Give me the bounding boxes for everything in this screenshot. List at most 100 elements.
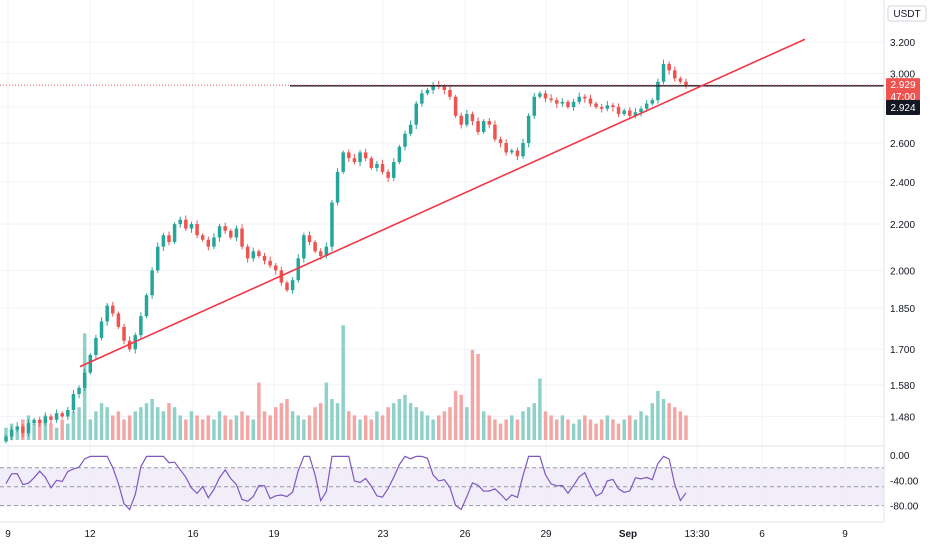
- candle-body: [313, 242, 317, 252]
- last-price-badge: [886, 78, 920, 105]
- candle-body: [543, 93, 548, 99]
- volume-bar: [66, 423, 70, 440]
- candle-body: [549, 98, 553, 101]
- candle-body: [459, 115, 463, 125]
- volume-bar: [588, 419, 593, 440]
- candle-body: [290, 280, 295, 291]
- volume-bar: [178, 415, 182, 440]
- volume-bar: [375, 411, 379, 440]
- countdown-value: 47:00: [890, 92, 915, 103]
- volume-bar: [313, 407, 317, 440]
- candle-body: [54, 413, 59, 420]
- candle-body: [515, 150, 520, 157]
- volume-bar: [150, 399, 154, 440]
- candle-body: [200, 235, 205, 240]
- candle-body: [442, 86, 447, 91]
- candle-body: [667, 63, 671, 71]
- candle-body: [285, 282, 289, 291]
- volume-bar: [442, 411, 447, 440]
- rsi-tick-label: -80.00: [890, 502, 919, 513]
- volume-bar: [481, 411, 486, 440]
- volume-bar: [234, 415, 239, 440]
- candle-body: [397, 146, 402, 163]
- candle-body: [178, 219, 182, 225]
- volume-bar: [408, 403, 413, 440]
- volume-bar: [262, 411, 267, 440]
- volume-bar: [453, 390, 458, 440]
- candle-body: [510, 150, 514, 153]
- candle-body: [105, 305, 109, 322]
- volume-bar: [43, 415, 48, 440]
- volume-bar: [498, 423, 503, 440]
- candle-body: [639, 108, 643, 113]
- time-tick-label: 9: [5, 529, 11, 540]
- candle-body: [465, 114, 469, 125]
- candle-body: [195, 224, 199, 236]
- volume-bar: [622, 419, 626, 440]
- crosshair-price-value: 2.924: [890, 103, 915, 114]
- volume-bar: [560, 415, 565, 440]
- candle-body: [678, 78, 683, 82]
- candle-body: [504, 143, 508, 153]
- candle-body: [566, 101, 570, 108]
- candle-body: [206, 239, 211, 247]
- volume-bar: [133, 411, 137, 440]
- volume-bar: [543, 411, 548, 440]
- volume-bar: [521, 411, 525, 440]
- candle-body: [94, 337, 98, 355]
- candle-body: [139, 316, 143, 336]
- volume-bar: [49, 423, 53, 440]
- volume-bar: [296, 415, 300, 440]
- volume-bar: [251, 419, 256, 440]
- volume-bar: [268, 415, 272, 440]
- volume-bar: [436, 415, 441, 440]
- volume-bar: [644, 415, 649, 440]
- candle-body: [274, 265, 278, 271]
- rsi-tick-label: -40.00: [890, 476, 919, 487]
- candle-body: [21, 426, 25, 434]
- rsi-line: [5, 455, 687, 511]
- candle-body: [684, 81, 688, 86]
- volume-bar: [195, 415, 199, 440]
- volume-bar: [105, 407, 109, 440]
- volume-bar: [116, 411, 121, 440]
- volume-bar: [60, 419, 64, 440]
- candle-body: [245, 246, 250, 259]
- candle-body: [234, 228, 239, 238]
- candle-body: [4, 436, 8, 442]
- time-tick-label: 16: [187, 529, 199, 540]
- candle-body: [352, 158, 357, 163]
- grid: [0, 0, 884, 512]
- candle-body: [335, 171, 340, 203]
- candle-body: [448, 90, 452, 97]
- candle-body: [622, 110, 626, 115]
- volume-bar: [122, 419, 126, 440]
- candle-body: [150, 270, 154, 296]
- volume-bar: [616, 423, 621, 440]
- volume-bar: [223, 415, 227, 440]
- candle-body: [240, 228, 244, 247]
- volume-bar: [217, 411, 222, 440]
- candle-body: [414, 103, 418, 125]
- candle-body: [223, 226, 227, 231]
- volume-bar: [167, 403, 171, 440]
- volume-bar: [161, 411, 166, 440]
- candle-body: [470, 114, 475, 122]
- price-tick-label: 2.400: [890, 178, 915, 189]
- candle-body: [628, 110, 632, 116]
- price-tick-label: 3.200: [890, 38, 915, 49]
- candle-body: [172, 224, 177, 243]
- volume-bar: [594, 423, 598, 440]
- volume-bar: [566, 419, 570, 440]
- volume-bar: [302, 419, 306, 440]
- candle-body: [268, 260, 272, 266]
- candle-body: [330, 202, 334, 247]
- candle-body: [650, 100, 655, 104]
- volume-bar: [605, 415, 610, 440]
- volume-bar: [32, 423, 36, 440]
- time-tick-label: 26: [459, 529, 471, 540]
- volume-bar: [330, 399, 334, 440]
- time-tick-label: Sep: [619, 529, 637, 540]
